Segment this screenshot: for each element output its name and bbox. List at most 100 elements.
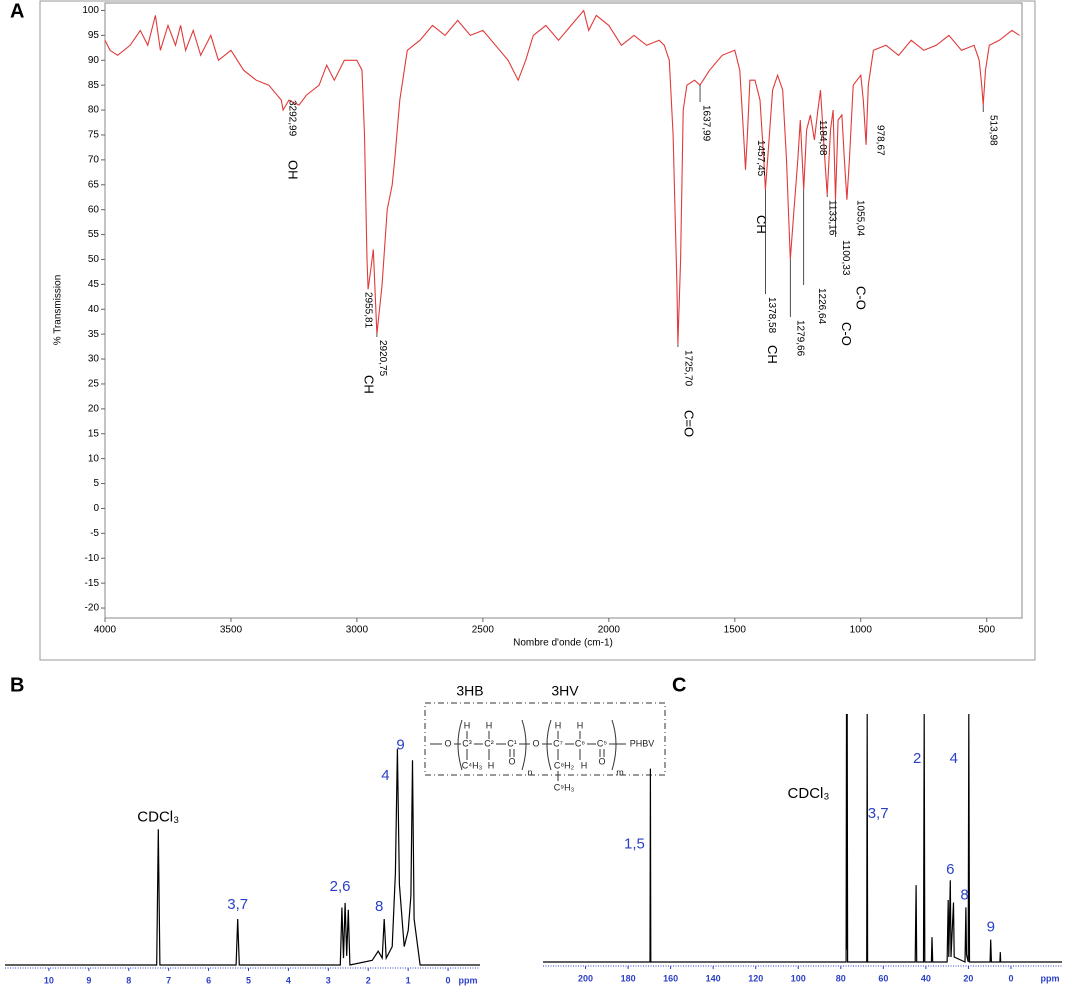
group-label: CH [754,215,769,234]
y-tick-label: 20 [88,403,100,414]
x-axis-label: Nombre d'onde (cm-1) [513,638,613,649]
y-tick-label: -20 [85,603,100,614]
x-tick-label: 40 [921,973,931,983]
bracket [611,719,617,771]
x-tick-label: 8 [126,975,131,985]
panel-label: A [10,0,24,22]
y-tick-label: 75 [88,130,100,141]
atom-label: C¹ [507,738,517,748]
group-label: CH [765,345,780,364]
y-tick-label: 65 [88,179,100,190]
peak-annotation: 3,7 [227,896,248,913]
y-tick-label: 25 [88,379,100,390]
x-tick-label: 100 [791,973,806,983]
atom-label: C⁵ [597,738,607,748]
peak-annotation: 9 [396,736,404,753]
y-axis-label: % Transmission [53,275,64,346]
peak-label: 1133,16 [827,200,838,236]
atom-label: O [508,756,515,766]
x-tick-label: 20 [963,973,973,983]
x-unit: ppm [459,975,478,985]
y-tick-label: 85 [88,80,100,91]
x-tick-label: 0 [446,975,451,985]
x-tick-label: 5 [246,975,251,985]
peak-label: 3292,99 [286,100,297,137]
x-tick-label: 0 [1008,973,1013,983]
group-label: C=O [682,410,697,437]
atom-label: H [486,720,493,730]
x-tick-label: 3 [326,975,331,985]
panel-label: C [672,674,686,696]
y-tick-label: 30 [88,354,100,365]
structure-box [424,702,666,776]
plot-frame [104,2,1023,619]
peak-label: 513,98 [988,115,999,146]
peak-annotation: 6 [946,861,954,878]
y-tick-label: 45 [88,279,100,290]
peak-annotation: 2 [913,750,921,767]
x-tick-label: 60 [878,973,888,983]
y-tick-label: 70 [88,155,100,166]
x-tick-label: 6 [206,975,211,985]
peak-label: 1457,45 [755,140,766,177]
y-tick-label: -10 [85,553,100,564]
peak-label: 2955,81 [362,292,373,329]
atom-label: O [598,756,605,766]
atom-label: H [555,720,562,730]
monomer-label: 3HB [456,683,483,699]
peak-annotation: 4 [950,750,958,767]
atom-label: PHBV [630,738,655,748]
panel-label: B [10,674,24,696]
y-tick-label: 90 [88,55,100,66]
peak-annotation: 9 [987,919,995,936]
peak-label: 1637,99 [700,105,711,142]
atom-label: m [616,767,624,777]
y-tick-label: 15 [88,428,100,439]
x-tick-label: 9 [86,975,91,985]
x-unit: ppm [1041,973,1060,983]
spectrum-line [104,9,1020,345]
peak-label: 1279,66 [795,320,806,357]
x-tick-label: 2 [366,975,371,985]
spectrum-line [5,748,480,966]
atom-label: H [577,720,584,730]
atom-label: H [488,760,495,770]
x-tick-label: 10 [44,975,54,985]
atom-label: O [532,738,539,748]
y-tick-label: 100 [82,5,99,16]
y-tick-label: -15 [85,578,100,589]
panel-frame [39,0,1036,661]
x-tick-label: 500 [978,625,995,636]
x-tick-label: 180 [621,973,636,983]
y-tick-label: 10 [88,453,100,464]
x-tick-label: 7 [166,975,171,985]
atom-label: C⁷ [553,738,563,748]
x-tick-label: 2000 [598,625,621,636]
atom-label: n [527,767,532,777]
y-tick-label: 55 [88,229,100,240]
atom-label: O [444,738,451,748]
x-tick-label: 1000 [850,625,873,636]
x-tick-label: 140 [706,973,721,983]
peak-label: 1725,70 [682,350,693,387]
peak-annotation: 4 [381,767,389,784]
x-tick-label: 3500 [220,625,243,636]
x-tick-label: 4000 [94,625,117,636]
atom-label: H [581,760,588,770]
x-tick-label: 200 [578,973,593,983]
peak-annotation: 2,6 [330,878,351,895]
atom-label: C⁸H₂ [554,760,575,770]
x-tick-label: 3000 [346,625,369,636]
peak-annotation: CDCl₃ [137,808,179,825]
peak-annotation: 3,7 [868,805,889,822]
y-tick-label: 50 [88,254,100,265]
y-tick-label: 80 [88,105,100,116]
group-label: OH [286,160,301,180]
peak-label: 1226,64 [816,288,827,325]
x-tick-label: 2500 [472,625,495,636]
group-label: CH [362,375,377,394]
bracket [457,719,463,771]
peak-annotation: 8 [960,886,968,903]
